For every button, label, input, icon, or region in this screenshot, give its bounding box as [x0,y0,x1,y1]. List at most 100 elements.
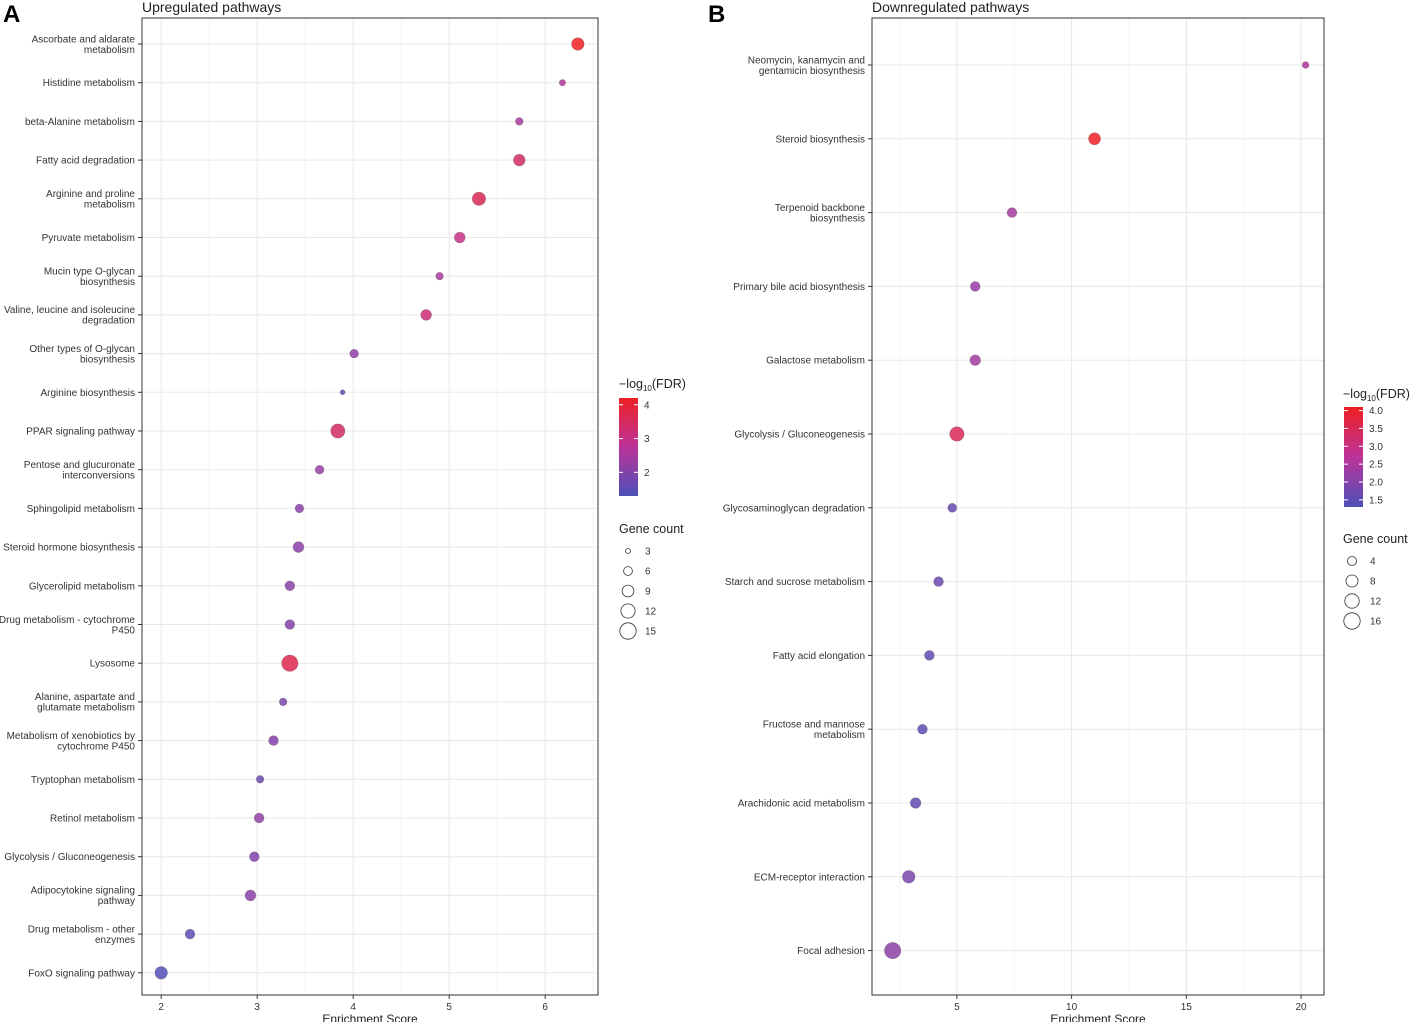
data-point [339,389,346,396]
legend-size-title: Gene count [1343,532,1408,546]
y-tick-label: Neomycin, kanamycin and gentamicin biosyn… [748,55,865,77]
data-point [294,503,305,514]
x-tick-label: 6 [542,1002,548,1013]
y-tick-label: Retinol metabolism [50,814,135,825]
legend-size-circle [1344,593,1360,609]
data-point [969,354,981,366]
legend-gene-count: Gene count 3 6 9 12 15 [619,522,684,640]
legend-size-circle [625,548,631,554]
y-tick-label: Tryptophan metabolism [31,775,135,786]
x-tick-label: 5 [954,1002,960,1013]
data-point [902,870,916,884]
y-tick-label: Pyruvate metabolism [42,233,135,244]
plot-border [871,17,1325,996]
x-tick-label: 3 [254,1002,260,1013]
data-point [884,942,902,960]
colorbar-tick-label: 4 [644,400,650,411]
y-tick-label: Glycerolipid metabolism [29,581,135,592]
legend-size-label: 3 [645,547,651,558]
data-point [184,928,196,940]
colorbar-tick-label: 3.0 [1369,442,1383,453]
data-point [435,272,444,281]
data-point [330,423,346,439]
x-tick-label: 15 [1181,1002,1193,1013]
legend-size-circle [620,603,636,619]
data-point [515,117,524,126]
grid-lines [872,18,1324,995]
plot-border [141,17,599,996]
legend-fdr-title: −log10(FDR) [619,377,686,393]
data-point [924,650,935,661]
legend-size-label: 15 [645,627,657,638]
panel-a: A Upregulated pathways 2 3 4 5 6 Enrichment Sco… [0,0,686,1022]
y-tick-label: Arginine biosynthesis [41,388,136,399]
legend-title-sub: 10 [1367,394,1376,403]
x-tick-label: 5 [446,1002,452,1013]
y-tick-label: Drug metabolism - other enzymes [28,924,136,946]
data-point [1006,207,1018,218]
colorbar [1344,407,1363,507]
legend-fdr: −log10(FDR) 2 3 4 [619,377,686,496]
legend-size-label: 16 [1370,617,1382,628]
colorbar-tick-label: 1.5 [1369,495,1383,506]
colorbar-tick-label: 2 [644,468,650,479]
panel-letter: A [3,1,20,28]
y-tick-label: Fructose and mannose metabolism [763,719,866,741]
legend-fdr-title: −log10(FDR) [1343,387,1410,403]
legend-gene-count: Gene count 4 8 12 16 [1343,532,1408,630]
y-tick-label: Sphingolipid metabolism [27,504,135,515]
legend-title-suffix: (FDR) [652,377,686,391]
data-point [1301,61,1310,69]
legend-size-circle [621,584,635,598]
grid-lines [142,18,598,995]
legend-size-label: 12 [1370,597,1382,608]
data-point [255,775,265,784]
y-tick-label: Lysosome [90,659,136,670]
y-tick-label: Starch and sucrose metabolism [725,577,865,588]
legend-size-label: 12 [645,607,657,618]
data-point [420,309,432,321]
y-tick-label: Arginine and proline metabolism [46,189,135,211]
x-tick-label: 4 [350,1002,356,1013]
data-point [349,348,359,359]
data-point [513,153,526,167]
data-point [314,464,325,475]
x-tick-label: 2 [158,1002,164,1013]
legend-title-sub: 10 [643,384,652,393]
y-tick-label: Alanine, aspartate and glutamate metaboli… [35,692,135,714]
data-point [284,619,296,630]
y-tick-label: Metabolism of xenobiotics by cytochrome P… [7,731,136,753]
data-point [933,576,944,587]
y-tick-label: Terpenoid backbone biosynthesis [775,203,866,225]
data-point [558,79,566,87]
legend-size-label: 8 [1370,577,1376,588]
y-tick-label: Glycosaminoglycan degradation [723,503,865,514]
panel-title: Downregulated pathways [872,0,1029,15]
data-point [244,889,257,902]
colorbar [619,398,638,496]
y-tick-label: ECM-receptor interaction [754,872,865,883]
data-point [292,541,305,553]
y-tick-label: Steroid biosynthesis [776,134,866,145]
y-tick-label: Valine, leucine and isoleucine degradatio… [4,305,135,327]
data-point [249,851,260,862]
data-point [1088,132,1101,146]
legend-title-suffix: (FDR) [1376,387,1410,401]
legend-title-prefix: −log [1343,387,1367,401]
x-axis-title: Enrichment Score [1050,1012,1146,1022]
panel-b: B Downregulated pathways 5 10 15 20 Enrichment… [708,0,1410,1022]
y-tick-label: beta-Alanine metabolism [25,117,135,128]
y-tick-label: Ascorbate and aldarate metabolism [32,34,136,56]
y-tick-label: Steroid hormone biosynthesis [3,543,135,554]
colorbar-tick-label: 2.0 [1369,478,1383,489]
colorbar-tick-label: 3.5 [1369,424,1383,435]
panel-title: Upregulated pathways [142,0,281,15]
legend-fdr: −log10(FDR) 1.5 2.0 2.5 3.0 3.5 4.0 [1343,387,1410,507]
y-tick-label: Fatty acid elongation [773,651,865,662]
legend-size-title: Gene count [619,522,684,536]
y-tick-label: Mucin type O-glycan biosynthesis [44,266,135,288]
y-tick-label: Histidine metabolism [43,78,135,89]
y-tick-label: Adipocytokine signaling pathway [30,886,135,908]
